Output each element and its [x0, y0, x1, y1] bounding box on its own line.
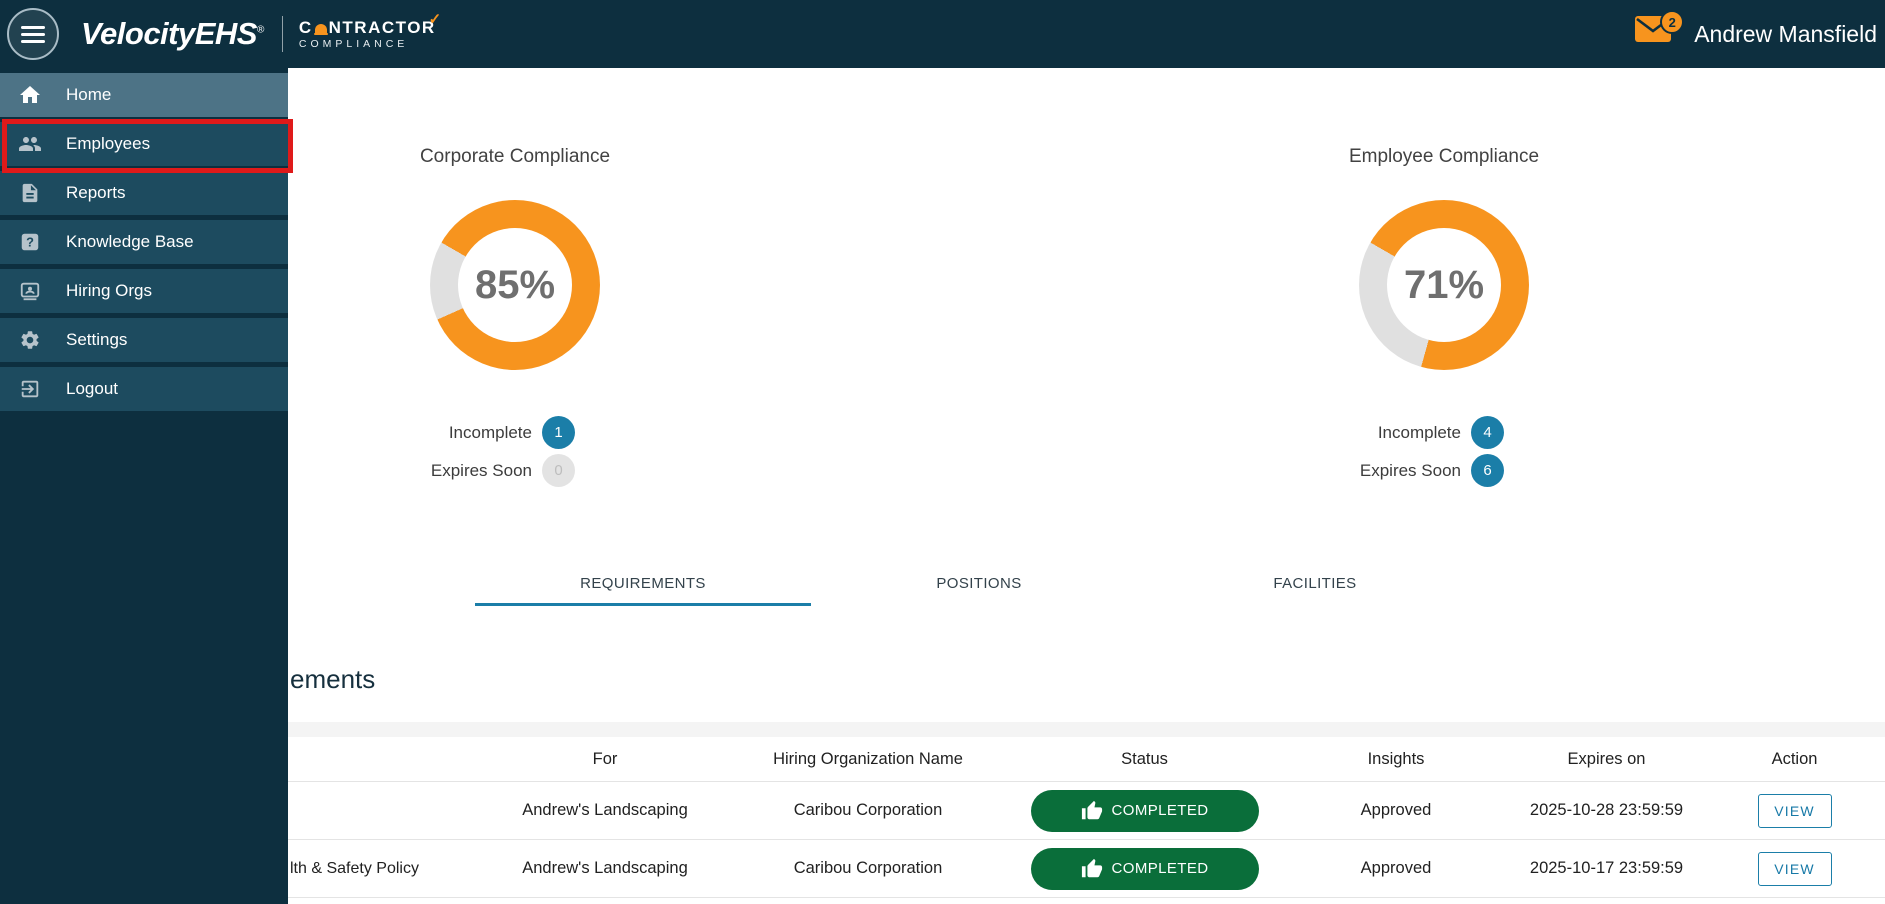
employee-compliance-panel: Employee Compliance 71% Incomplete 4 Exp… [1274, 146, 1614, 492]
corporate-percent-label: 85% [474, 262, 556, 307]
expires-cell: 2025-10-28 23:59:59 [1529, 801, 1684, 819]
table-top-strip [0, 722, 1885, 737]
notification-badge: 2 [1660, 10, 1685, 34]
sidebar-item-label: Settings [66, 330, 128, 349]
sidebar-item-home[interactable]: Home [0, 73, 288, 117]
thumbs-up-icon [1081, 800, 1102, 819]
column-header-status: Status [1121, 749, 1168, 768]
check-icon: ✓ [428, 10, 443, 28]
view-button[interactable]: VIEW [1757, 793, 1832, 828]
status-cell: COMPLETED [1006, 789, 1283, 832]
employee-compliance-donut: 71% [1359, 200, 1529, 370]
registered-mark: ® [256, 24, 264, 36]
corporate-compliance-panel: Corporate Compliance 85% Incomplete 1 Ex… [345, 146, 685, 492]
org-cell: Caribou Corporation [793, 859, 943, 877]
people-icon [18, 132, 42, 156]
action-cell: VIEW [1704, 851, 1885, 886]
sidebar-item-reports[interactable]: Reports [0, 171, 288, 215]
table-row: Andrew's Landscaping Caribou Corporation… [0, 782, 1885, 840]
tab-positions[interactable]: POSITIONS [811, 560, 1147, 606]
column-header-for: For [592, 749, 618, 768]
logo-text-compliance: COMPLIANCE [298, 37, 409, 50]
table-header-row: For Hiring Organization Name Status Insi… [0, 737, 1885, 782]
sidebar-item-label: Knowledge Base [66, 232, 194, 251]
column-header-action: Action [1771, 749, 1818, 768]
expires-soon-label: Expires Soon [430, 460, 532, 480]
sidebar-item-employees[interactable]: Employees [0, 122, 288, 166]
top-app-bar: VelocityEHS® C NTRACTOR ✓ COMPLIANCE 2 A… [0, 0, 1885, 68]
incomplete-count-badge: 4 [1471, 416, 1504, 449]
thumbs-up-icon [1081, 858, 1102, 877]
expires-soon-count-badge: 0 [542, 454, 575, 487]
expires-soon-label: Expires Soon [1359, 460, 1461, 480]
requirements-table: For Hiring Organization Name Status Insi… [0, 737, 1885, 898]
sidebar-item-hiring-orgs[interactable]: Hiring Orgs [0, 269, 288, 313]
user-name[interactable]: Andrew Mansfield [1694, 20, 1877, 47]
hardhat-icon [313, 23, 328, 36]
status-completed-pill: COMPLETED [1030, 847, 1259, 890]
logo-text-c: C [298, 17, 313, 37]
requirements-section-heading: ements [290, 664, 376, 694]
logo-divider [281, 16, 283, 52]
sidebar-item-knowledge-base[interactable]: ? Knowledge Base [0, 220, 288, 264]
corporate-expires-row: Expires Soon 0 [345, 454, 685, 487]
logo-text-ntractor: NTRACTOR [328, 17, 436, 37]
sidebar-item-settings[interactable]: Settings [0, 318, 288, 362]
tab-label: POSITIONS [936, 574, 1022, 592]
sidebar-item-label: Hiring Orgs [66, 281, 152, 300]
insights-cell: Approved [1360, 859, 1432, 877]
incomplete-label: Incomplete [1377, 422, 1461, 442]
tab-label: FACILITIES [1273, 574, 1357, 592]
column-header-insights: Insights [1367, 749, 1425, 768]
messages-button[interactable]: 2 [1634, 10, 1685, 54]
action-cell: VIEW [1704, 793, 1885, 828]
report-document-icon [18, 181, 42, 205]
tab-label: REQUIREMENTS [580, 574, 706, 592]
employee-expires-row: Expires Soon 6 [1274, 454, 1614, 487]
logout-icon [18, 377, 42, 401]
sidebar-item-label: Home [66, 85, 112, 104]
column-header-org: Hiring Organization Name [773, 749, 963, 768]
requirement-name-cell: lth & Safety Policy [290, 859, 419, 877]
table-row: lth & Safety Policy Andrew's Landscaping… [0, 840, 1885, 898]
sidebar-item-logout[interactable]: Logout [0, 367, 288, 411]
employee-compliance-title: Employee Compliance [1348, 146, 1540, 167]
incomplete-label: Incomplete [448, 422, 532, 442]
compliance-tabs: REQUIREMENTS POSITIONS FACILITIES [475, 560, 1483, 606]
view-button[interactable]: VIEW [1757, 851, 1832, 886]
incomplete-count-badge: 1 [542, 416, 575, 449]
for-cell: Andrew's Landscaping [522, 859, 688, 877]
status-completed-pill: COMPLETED [1030, 789, 1259, 832]
status-text: COMPLETED [1111, 802, 1209, 819]
velocityehs-logo: VelocityEHS® [81, 16, 264, 51]
org-cell: Caribou Corporation [793, 801, 943, 819]
status-cell: COMPLETED [1006, 847, 1283, 890]
tab-requirements[interactable]: REQUIREMENTS [475, 560, 811, 606]
help-question-icon: ? [18, 230, 42, 254]
sidebar-item-label: Employees [66, 134, 151, 153]
employee-incomplete-row: Incomplete 4 [1274, 416, 1614, 449]
sidebar-item-label: Logout [66, 379, 118, 398]
tab-facilities[interactable]: FACILITIES [1147, 560, 1483, 606]
column-header-expires: Expires on [1567, 749, 1646, 768]
contact-badge-icon [18, 279, 42, 303]
menu-hamburger-button[interactable] [7, 8, 59, 60]
sidebar-item-label: Reports [66, 183, 126, 202]
corporate-compliance-title: Corporate Compliance [419, 146, 611, 167]
insights-cell: Approved [1360, 801, 1432, 819]
expires-cell: 2025-10-17 23:59:59 [1529, 859, 1684, 877]
svg-text:?: ? [26, 235, 34, 250]
for-cell: Andrew's Landscaping [522, 801, 688, 819]
gear-icon [18, 328, 42, 352]
corporate-compliance-donut: 85% [430, 200, 600, 370]
status-text: COMPLETED [1111, 860, 1209, 877]
sidebar-nav: Home Employees Reports ? Knowledge Base … [0, 68, 293, 904]
corporate-incomplete-row: Incomplete 1 [345, 416, 685, 449]
home-icon [18, 83, 42, 107]
contractor-compliance-logo: C NTRACTOR ✓ COMPLIANCE [298, 12, 441, 50]
employee-percent-label: 71% [1403, 262, 1485, 307]
expires-soon-count-badge: 6 [1471, 454, 1504, 487]
active-tab-underline [475, 603, 811, 606]
